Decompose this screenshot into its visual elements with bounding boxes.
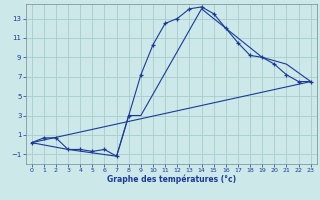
X-axis label: Graphe des températures (°c): Graphe des températures (°c) [107, 175, 236, 184]
